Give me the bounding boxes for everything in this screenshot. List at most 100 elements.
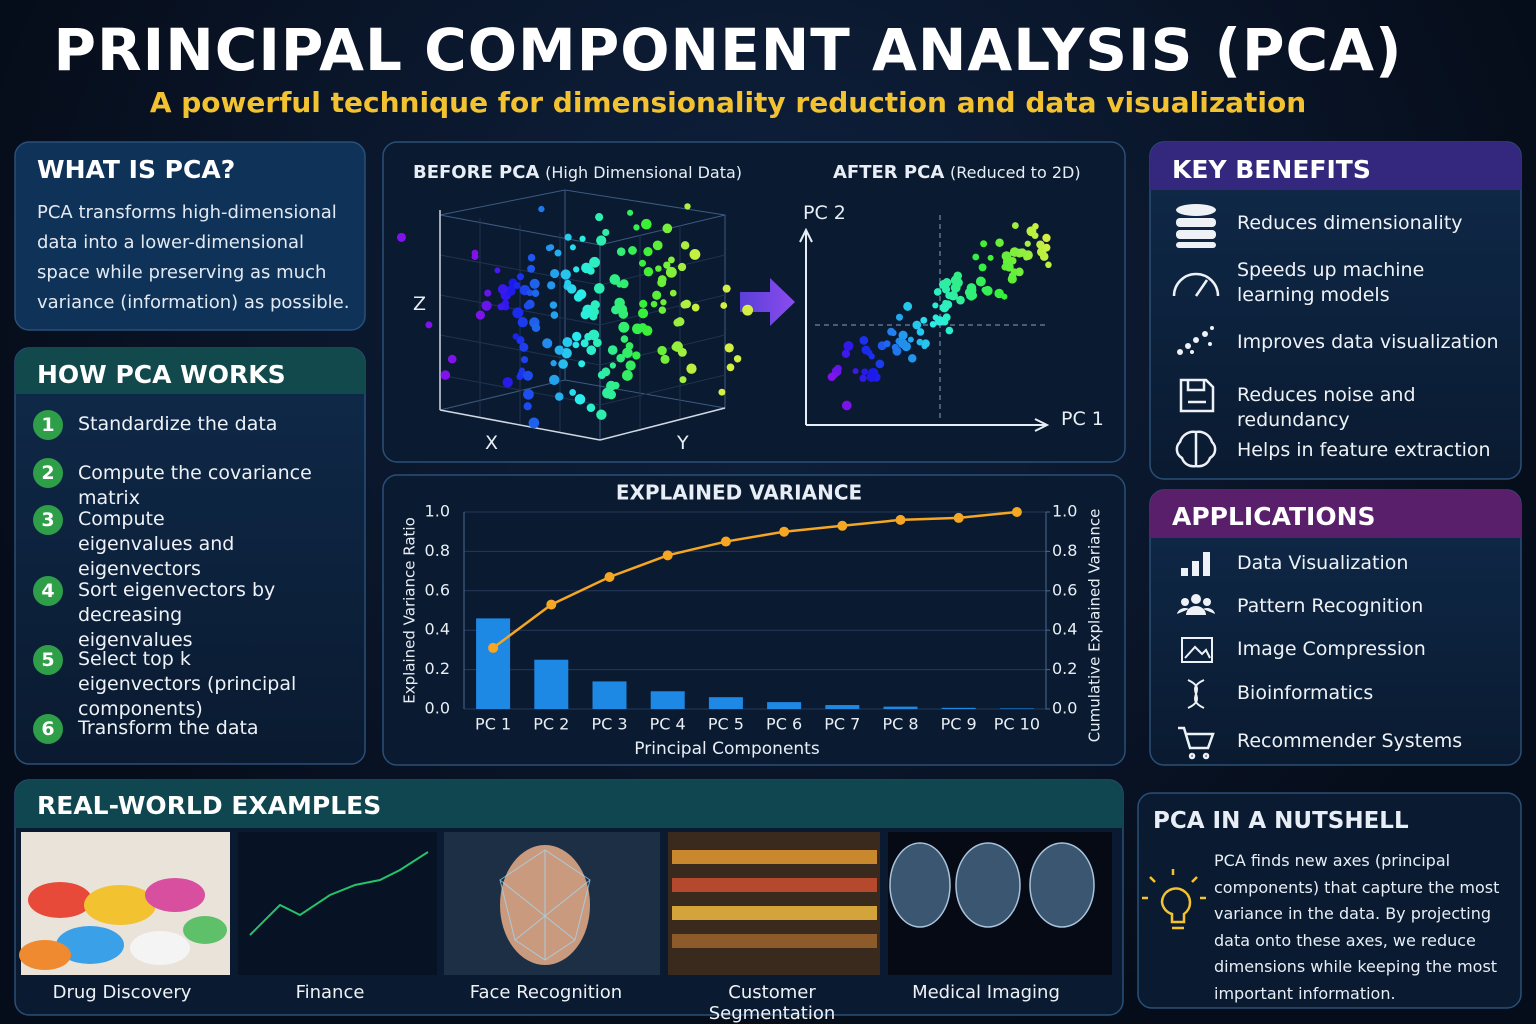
benefit: Reduces noise and redundancy (1237, 384, 1416, 431)
step-number: 5 (33, 645, 63, 675)
cloud-dot (484, 289, 492, 297)
cloud-dot (497, 303, 505, 311)
pc-dot (932, 314, 939, 321)
cloud-dot (549, 301, 558, 309)
cloud-dot (620, 335, 629, 343)
cloud-dot (625, 342, 634, 350)
cloud-dot (520, 356, 529, 364)
cloud-dot (531, 289, 540, 297)
x-tick-label: PC 1 (475, 715, 511, 734)
y-tick-label: 1.0 (425, 502, 450, 521)
pc-dot (895, 313, 904, 321)
bar (592, 681, 627, 709)
cloud-dot (627, 209, 634, 216)
cloud-dot (602, 228, 610, 237)
y-axis-label: Explained Variance Ratio (401, 517, 419, 704)
cloud-dot (589, 312, 598, 321)
brain-icon (1175, 430, 1217, 468)
save-icon (1179, 378, 1215, 413)
finance-image (238, 832, 437, 975)
pc-dot (852, 368, 859, 375)
cloud-dot (609, 274, 621, 285)
benefits-title: KEY BENEFITS (1172, 155, 1371, 184)
pc-dot (981, 286, 988, 294)
pc-dot (916, 328, 925, 336)
face-mesh (499, 849, 591, 961)
cloud-dot (580, 309, 590, 320)
pc2-axis (799, 227, 813, 425)
cloud-dot (619, 279, 629, 289)
panel-how-header (15, 348, 365, 394)
pc-dot (861, 345, 871, 355)
cloud-dot (625, 360, 636, 371)
benefit: Reduces dimensionality (1237, 212, 1463, 234)
pc-dot (1045, 261, 1052, 269)
example-images (19, 832, 1112, 975)
cumulative-point (895, 514, 906, 525)
cumulative-point (546, 599, 557, 610)
pc-dot (929, 321, 937, 328)
gauge-icon (1172, 272, 1220, 297)
what-title: WHAT IS PCA? (37, 155, 236, 184)
cloud-dot (560, 269, 571, 280)
cloud-dot (633, 224, 640, 231)
cloud-dot (502, 377, 513, 388)
pc-dot (978, 263, 987, 272)
y2-tick-label: 0.8 (1052, 541, 1077, 560)
how-title: HOW PCA WORKS (37, 360, 286, 389)
y-tick-label: 0.2 (425, 659, 450, 678)
cloud-dot (558, 359, 568, 369)
cloud-dot (733, 355, 742, 363)
y-axis (599, 407, 726, 441)
benefit: Helps in feature extraction (1237, 439, 1491, 461)
cloud-dot (586, 403, 596, 413)
cloud-dot (554, 249, 562, 257)
cloud-dot (682, 299, 692, 309)
cloud-dot (596, 409, 607, 420)
before-title: BEFORE PCA (413, 162, 540, 183)
pc-dot (1018, 248, 1027, 257)
cloud-dot (527, 264, 536, 273)
scatter-icon (1177, 326, 1214, 355)
pc1-axis (806, 418, 1050, 432)
bulb-icon (1142, 869, 1206, 930)
cloud-dot (660, 354, 670, 364)
bar (534, 659, 569, 709)
cloud-dot (593, 283, 605, 294)
cloud-dot (669, 289, 677, 297)
cloud-dot (564, 279, 572, 287)
pc-dot (920, 316, 928, 324)
pc-dot (932, 302, 939, 309)
pc-dot (1008, 271, 1017, 280)
benefit: Speeds up machine learning models (1237, 259, 1425, 306)
cloud-dot (609, 362, 616, 369)
dna-icon (1187, 679, 1205, 709)
cloud-dot (483, 301, 492, 309)
bar (708, 697, 743, 709)
cloud-dot (586, 345, 597, 356)
cloud-dot (650, 300, 658, 308)
variance-chart: EXPLAINED VARIANCE 0.0 0.2 0.4 0.6 0.8 1.0 0.0 0… (401, 481, 1104, 760)
cumulative-point (1011, 507, 1022, 517)
pc-dot (843, 340, 854, 351)
cloud-dot (639, 299, 648, 309)
cumulative-point (488, 642, 499, 653)
cloud-dot (512, 307, 524, 319)
pc-dot (1004, 262, 1014, 272)
cloud-dot (523, 388, 534, 400)
y-tick-label: 0.4 (425, 620, 450, 639)
cloud-dot (643, 246, 653, 257)
cloud-dot (592, 338, 602, 348)
bar (825, 705, 860, 709)
pc-dot (827, 372, 836, 382)
step-number: 2 (33, 458, 63, 488)
cloud-dot (516, 273, 525, 281)
cloud-dot (528, 417, 540, 429)
x-tick-label: PC 6 (766, 715, 802, 734)
y2-tick-label: 0.2 (1052, 659, 1077, 678)
brain-scans (889, 842, 1095, 928)
pc-dot (1036, 240, 1045, 249)
cloud-dot (718, 388, 726, 396)
cloud-dot (538, 205, 545, 213)
cloud-dot (724, 343, 734, 353)
